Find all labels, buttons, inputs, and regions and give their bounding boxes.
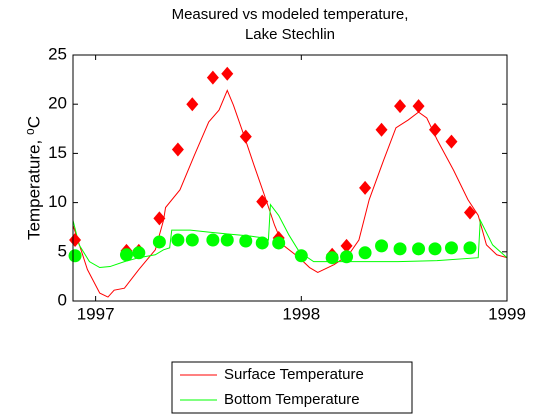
series-line: [72, 203, 508, 269]
y-axis-label: Temperature, ⁰C: [24, 116, 43, 240]
y-tick-label: 10: [48, 192, 67, 211]
legend-box: [171, 361, 413, 414]
marker: [463, 205, 476, 220]
x-tick-label: 1997: [77, 304, 115, 323]
y-tick-label: 20: [48, 94, 67, 113]
marker: [220, 233, 234, 247]
marker: [444, 241, 458, 255]
marker: [256, 194, 269, 209]
marker: [429, 122, 442, 137]
marker: [206, 233, 220, 247]
marker: [412, 99, 425, 114]
chart-title: Lake Stechlin: [245, 26, 335, 43]
plot-frame: [72, 54, 508, 302]
y-tick-label: 15: [48, 143, 67, 162]
marker: [394, 99, 407, 114]
marker: [239, 129, 252, 144]
marker: [186, 97, 199, 112]
marker: [206, 70, 219, 85]
marker: [272, 236, 286, 250]
marker: [255, 236, 269, 250]
marker: [445, 134, 458, 149]
marker: [428, 242, 442, 256]
marker: [239, 234, 253, 248]
marker: [412, 242, 426, 256]
x-tick-label: 1998: [282, 304, 320, 323]
marker: [221, 66, 234, 81]
marker: [375, 122, 388, 137]
marker: [171, 142, 184, 157]
marker: [340, 250, 354, 264]
marker: [119, 248, 133, 262]
legend-label: Bottom Temperature: [224, 391, 360, 408]
y-tick-label: 5: [58, 241, 67, 260]
marker: [393, 242, 407, 256]
marker: [152, 235, 166, 249]
marker: [69, 232, 82, 247]
plot-area: [72, 54, 508, 302]
legend-label: Surface Temperature: [224, 366, 364, 383]
marker: [325, 251, 339, 265]
y-tick-label: 25: [48, 44, 67, 63]
marker: [185, 233, 199, 247]
marker: [68, 249, 82, 263]
marker: [375, 239, 389, 253]
marker: [132, 246, 146, 260]
marker: [359, 180, 372, 195]
marker: [340, 238, 353, 253]
marker: [153, 211, 166, 226]
marker: [358, 246, 372, 260]
x-tick-label: 1999: [488, 304, 526, 323]
marker: [294, 249, 308, 263]
marker: [463, 241, 477, 255]
marker: [171, 233, 185, 247]
chart-title: Measured vs modeled temperature,: [172, 6, 409, 23]
y-tick-label: 0: [58, 290, 67, 309]
